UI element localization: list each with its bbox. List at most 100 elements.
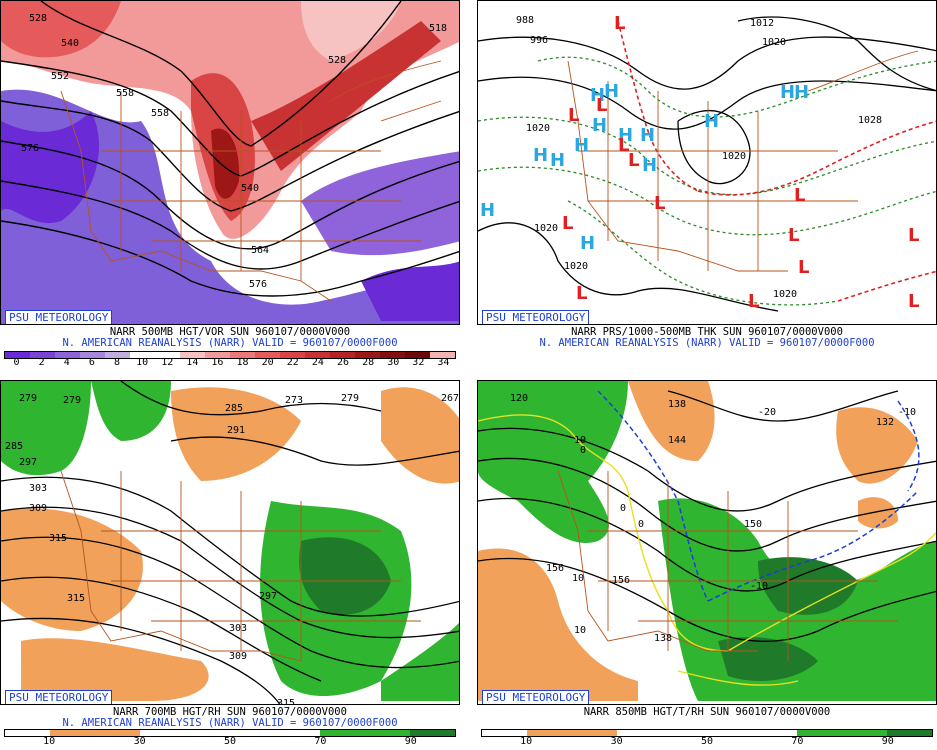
svg-text:576: 576 [21,143,39,154]
svg-text:279: 279 [19,393,37,404]
svg-text:H: H [604,81,619,102]
panel2-caption-line1: NARR PRS/1000-500MB THK SUN 960107/0000V… [571,326,843,338]
svg-text:279: 279 [341,393,359,404]
svg-text:144: 144 [668,435,686,446]
colorbar-swatch [305,352,330,358]
svg-text:528: 528 [29,13,47,24]
svg-text:267: 267 [441,393,459,404]
colorbar-tick-label: 10 [136,357,149,368]
colorbar-swatch [842,730,887,736]
svg-text:L: L [576,283,587,304]
svg-text:564: 564 [251,245,269,256]
svg-text:558: 558 [151,108,169,119]
colorbar-swatch [205,352,230,358]
colorbar-tick-label: 90 [404,736,417,747]
svg-text:L: L [596,95,607,116]
svg-text:315: 315 [67,593,85,604]
rh700-colorbar-ticks: 10 30 50 70 90 [4,736,456,748]
colorbar-swatch [405,352,430,358]
colorbar-tick-label: 20 [261,357,274,368]
svg-text:138: 138 [668,399,686,410]
colorbar-swatch [275,730,320,736]
colorbar-tick-label: 32 [412,357,425,368]
svg-text:540: 540 [241,183,259,194]
svg-text:518: 518 [429,23,447,34]
svg-text:H: H [704,111,719,132]
panel-pressure-thickness: 988 996 1012 1020 1020 1020 1028 1020 10… [477,0,937,370]
colorbar-swatch [255,352,280,358]
colorbar-swatch [430,352,455,358]
svg-text:L: L [788,225,799,246]
colorbar-tick-label: 70 [791,736,804,747]
colorbar-tick-label: 50 [700,736,714,747]
svg-text:1020: 1020 [762,37,786,48]
colorbar-swatch [887,730,932,736]
colorbar-swatch [230,352,255,358]
colorbar-tick-label: 24 [311,357,324,368]
colorbar-tick-label: 0 [13,357,20,368]
svg-text:1028: 1028 [858,115,882,126]
svg-text:L: L [568,105,579,126]
high-pressure-marker: H [480,200,495,221]
svg-text:H: H [580,233,595,254]
map-700mb-rh: 279 279 285 285 291 297 303 309 315 315 … [0,380,460,705]
panel-850mb-temp-rh: 120 138 144 150 156 156 138 132 -10 -10 … [477,380,937,750]
rh700-colorbar [4,729,456,737]
svg-text:528: 528 [328,55,346,66]
colorbar-swatch [50,730,95,736]
panel2-caption-line2: N. AMERICAN REANALYSIS (NARR) VALID = 96… [539,337,875,349]
svg-text:0: 0 [620,503,626,514]
svg-text:285: 285 [5,441,23,452]
svg-text:L: L [562,213,573,234]
svg-text:540: 540 [61,38,79,49]
colorbar-tick-label: 8 [113,357,121,368]
svg-text:988: 988 [516,15,534,26]
svg-text:120: 120 [510,393,528,404]
colorbar-tick-label: 16 [211,357,224,368]
svg-text:315: 315 [49,533,67,544]
map-850mb-temp-rh: 120 138 144 150 156 156 138 132 -10 -10 … [477,380,937,705]
colorbar-swatch [80,352,105,358]
svg-text:303: 303 [29,483,47,494]
map-pressure-thickness: 988 996 1012 1020 1020 1020 1028 1020 10… [477,0,937,325]
svg-text:132: 132 [876,417,894,428]
colorbar-tick-label: 26 [336,357,350,368]
colorbar-swatch [380,352,405,358]
svg-text:309: 309 [29,503,47,514]
svg-text:156: 156 [612,575,630,586]
colorbar-tick-label: 10 [43,736,56,747]
svg-text:H: H [590,85,605,106]
vorticity-colorbar [4,351,456,359]
svg-text:H: H [640,125,655,146]
svg-text:285: 285 [225,403,243,414]
rh850-colorbar [481,729,933,737]
colorbar-swatch [280,352,305,358]
colorbar-tick-label: 90 [881,736,894,747]
panel4-caption-line1: NARR 850MB HGT/T/RH SUN 960107/0000V000 [583,706,831,718]
colorbar-swatch [95,730,140,736]
panel-500mb-vorticity: 528 540 552 576 558 528 518 564 576 540 … [0,0,460,370]
svg-text:H: H [592,115,607,136]
colorbar-tick-label: 14 [186,357,199,368]
colorbar-swatch [180,352,205,358]
svg-text:1020: 1020 [773,289,797,300]
svg-text:L: L [628,150,639,171]
svg-text:558: 558 [116,88,134,99]
colorbar-tick-label: 6 [88,357,95,368]
svg-text:150: 150 [744,519,762,530]
panel1-caption-line1: NARR 500MB HGT/VOR SUN 960107/0000V000 [109,326,351,338]
colorbar-swatch [5,730,50,736]
svg-text:10: 10 [574,625,586,636]
psu-meteorology-badge: PSU METEOROLOGY [5,690,113,704]
colorbar-tick-label: 10 [520,736,533,747]
rh700-map-graphic: 279 279 285 285 291 297 303 309 315 315 … [1,381,459,704]
colorbar-swatch [5,352,30,358]
colorbar-swatch [797,730,842,736]
colorbar-tick-label: 70 [314,736,327,747]
svg-text:279: 279 [63,395,81,406]
svg-text:0: 0 [638,519,644,530]
svg-text:309: 309 [229,651,247,662]
svg-text:H: H [794,82,809,103]
panel3-caption-line2: N. AMERICAN REANALYSIS (NARR) VALID = 96… [62,717,398,729]
svg-text:552: 552 [51,71,69,82]
